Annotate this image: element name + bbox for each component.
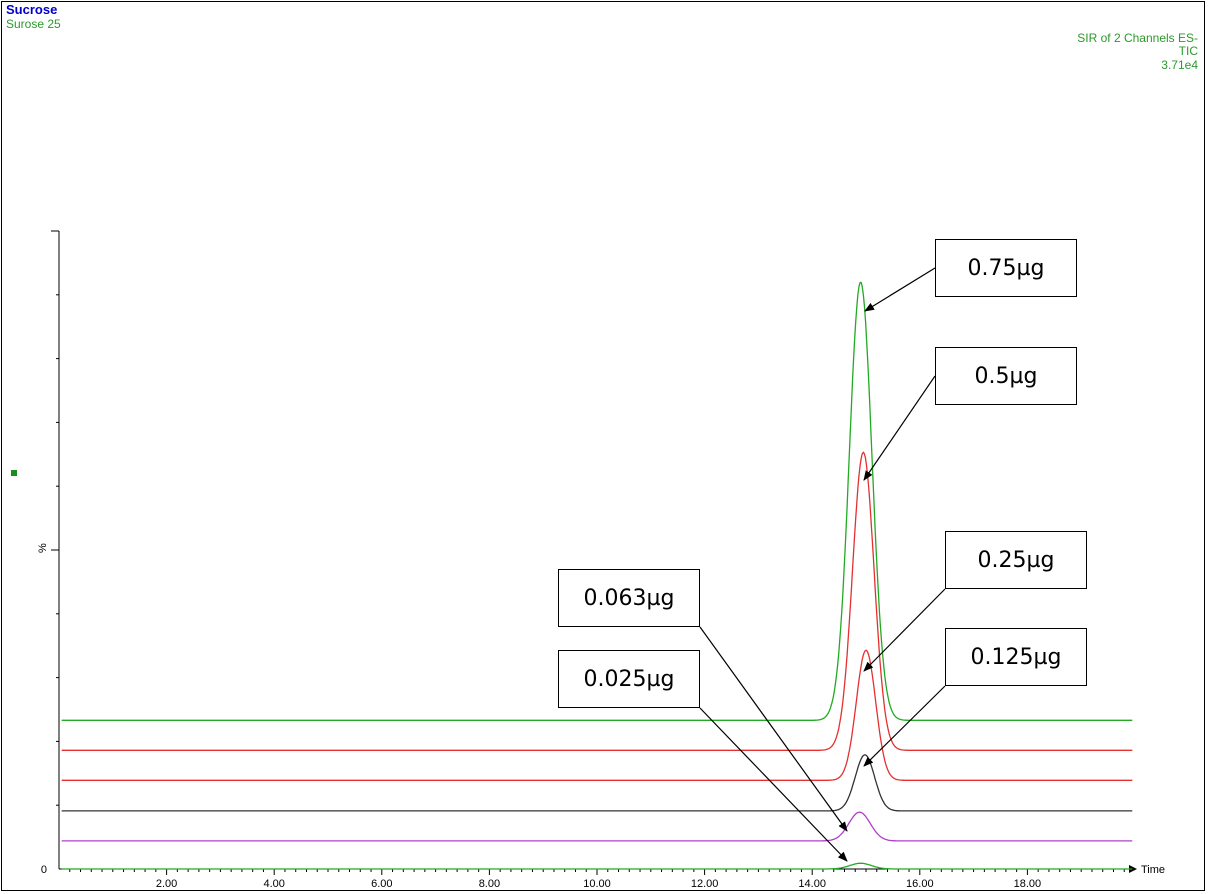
- y-axis-label: %: [37, 543, 49, 553]
- annotation-label: 0.125µg: [945, 628, 1087, 686]
- x-tick-label: 10.00: [583, 878, 611, 890]
- annotation-label: 0.75µg: [935, 239, 1077, 297]
- trace-type: TIC: [1178, 44, 1198, 58]
- intensity-value: 3.71e4: [1161, 58, 1198, 72]
- annotation-arrow: [699, 707, 848, 862]
- annotation-label: 0.25µg: [945, 531, 1087, 589]
- trace-line-3: [61, 754, 1133, 812]
- x-tick-label: 14.00: [798, 878, 826, 890]
- trace-line-5: [61, 862, 1133, 870]
- x-tick-label: 4.00: [263, 878, 284, 890]
- x-tick-label: 2.00: [156, 878, 177, 890]
- trace-line-0: [61, 281, 1133, 721]
- x-axis-label: Time: [1141, 864, 1165, 876]
- channel-info: SIR of 2 Channels ES-: [1077, 31, 1198, 45]
- x-tick-label: 8.00: [479, 878, 500, 890]
- sample-name: Surose 25: [6, 17, 61, 31]
- compound-title: Sucrose: [6, 2, 58, 17]
- trace-line-1: [61, 451, 1133, 751]
- x-tick-label: 16.00: [906, 878, 934, 890]
- annotation-label: 0.063µg: [558, 569, 700, 627]
- x-tick-label: 6.00: [371, 878, 392, 890]
- x-axis-arrow: [1129, 865, 1137, 873]
- annotation-label: 0.5µg: [935, 347, 1077, 405]
- trace-marker: [11, 470, 17, 476]
- trace-line-4: [61, 811, 1133, 842]
- trace-line-2: [61, 649, 1133, 781]
- annotation-arrow: [864, 267, 936, 312]
- y-tick-label: 0: [41, 864, 47, 876]
- annotation-arrow: [699, 626, 848, 832]
- annotation-arrow: [863, 375, 936, 481]
- x-tick-label: 18.00: [1014, 878, 1042, 890]
- annotation-arrow: [863, 685, 946, 767]
- annotation-arrow: [863, 588, 946, 672]
- x-tick-label: 12.00: [691, 878, 719, 890]
- annotation-label: 0.025µg: [558, 650, 700, 708]
